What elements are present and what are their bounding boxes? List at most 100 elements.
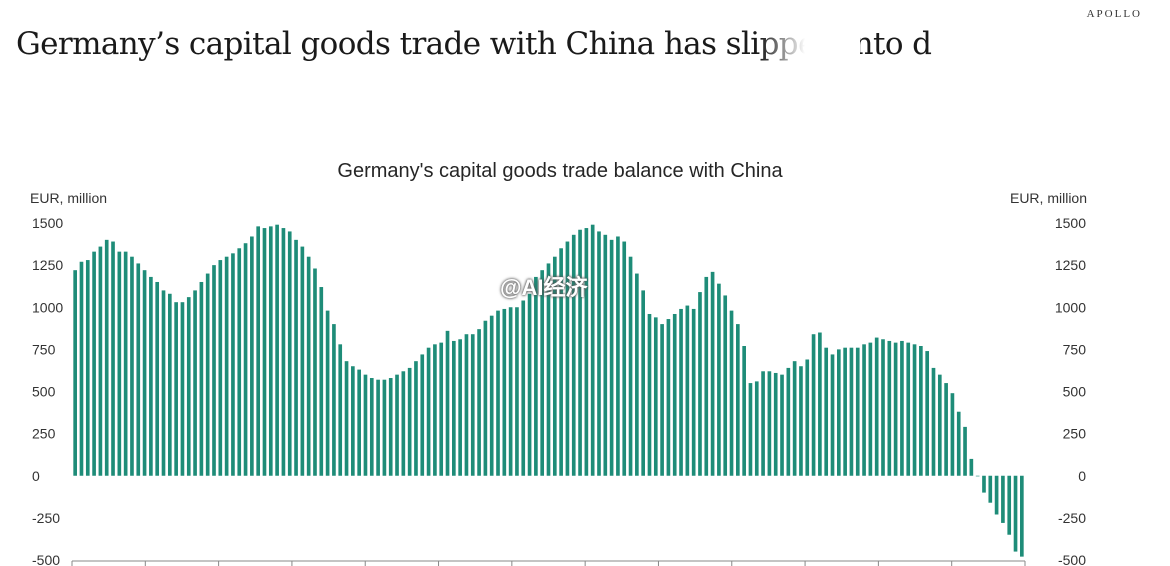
apollo-logo: APOLLO xyxy=(1086,8,1142,20)
bar xyxy=(792,361,797,476)
bar xyxy=(508,307,513,476)
bar xyxy=(426,347,431,476)
bar xyxy=(578,229,582,476)
bar xyxy=(685,305,690,476)
bar xyxy=(407,367,412,476)
bar xyxy=(489,315,494,476)
bar xyxy=(414,361,418,476)
bar xyxy=(1013,475,1018,552)
bar xyxy=(969,458,974,476)
bar xyxy=(849,347,854,476)
bar xyxy=(111,241,115,476)
bar xyxy=(294,239,298,476)
bar xyxy=(85,260,90,476)
bar xyxy=(622,241,627,476)
y-tick-label-right: 1250 xyxy=(1055,257,1086,273)
bar xyxy=(704,276,709,476)
bar xyxy=(761,371,765,476)
bar xyxy=(679,308,683,476)
bar xyxy=(218,260,223,476)
bar xyxy=(988,475,993,503)
bar xyxy=(666,319,671,476)
bar xyxy=(262,228,267,476)
bar xyxy=(780,374,784,476)
bar xyxy=(193,290,197,476)
bar xyxy=(944,383,948,476)
bar xyxy=(117,251,122,476)
headline-fade xyxy=(760,26,860,76)
bar xyxy=(874,337,879,476)
bar xyxy=(313,268,317,476)
bar xyxy=(231,253,235,476)
y-tick-label-right: 500 xyxy=(1063,384,1087,400)
bar xyxy=(281,228,286,476)
bar xyxy=(306,256,311,476)
bar xyxy=(723,295,728,476)
bar xyxy=(641,290,645,476)
bar xyxy=(754,381,759,476)
bar xyxy=(502,308,507,476)
bar xyxy=(546,263,551,476)
bar xyxy=(616,236,620,476)
y-tick-label-left: 500 xyxy=(32,384,56,400)
bar xyxy=(445,330,450,476)
bar xyxy=(805,359,810,476)
bar xyxy=(174,302,178,476)
bar xyxy=(590,224,595,476)
bar xyxy=(956,411,961,476)
bar xyxy=(584,228,589,476)
bar xyxy=(527,293,532,476)
bar xyxy=(534,276,538,476)
bar xyxy=(729,310,734,476)
bar xyxy=(647,313,652,476)
bar xyxy=(180,302,185,476)
bar xyxy=(420,354,425,476)
y-axis-left: 1500 1250 1000 750 500 250 0 -250 -500 xyxy=(32,215,63,566)
bar xyxy=(786,367,791,476)
y-tick-label-right: 1000 xyxy=(1055,299,1086,315)
bar xyxy=(452,340,456,476)
y-tick-label-left: 1500 xyxy=(32,215,63,231)
y-tick-label-right: 250 xyxy=(1063,426,1087,442)
bar xyxy=(571,234,576,476)
x-axis xyxy=(71,560,1026,566)
bar xyxy=(395,374,399,476)
bar xyxy=(698,292,702,476)
bar xyxy=(130,256,134,476)
bar xyxy=(155,281,160,476)
bar xyxy=(710,271,715,476)
bar xyxy=(552,256,557,476)
bar xyxy=(464,334,469,476)
y-axis-unit-right: EUR, million xyxy=(1009,190,1087,206)
bar xyxy=(401,371,406,476)
bar xyxy=(319,287,324,476)
bar xyxy=(811,334,816,476)
bar xyxy=(912,344,917,476)
bar xyxy=(439,342,444,476)
y-tick-label-right: 0 xyxy=(1078,468,1086,484)
bar xyxy=(515,307,519,476)
bar xyxy=(1007,475,1012,535)
bar xyxy=(717,283,721,476)
bar xyxy=(855,347,860,476)
bar xyxy=(1001,475,1005,523)
bar xyxy=(98,246,103,476)
bar xyxy=(369,378,374,476)
bar xyxy=(565,241,570,476)
bar xyxy=(496,310,500,476)
bar xyxy=(660,324,664,476)
y-tick-label-left: -250 xyxy=(32,510,60,526)
bar xyxy=(338,344,343,476)
bar xyxy=(635,273,639,476)
bar xyxy=(906,342,911,476)
bar xyxy=(843,347,847,476)
bar xyxy=(382,379,387,476)
y-tick-label-left: 250 xyxy=(32,426,56,442)
y-tick-label-left: -500 xyxy=(32,552,60,566)
bar xyxy=(799,366,803,476)
y-axis-unit-left: EUR, million xyxy=(30,190,108,206)
bar xyxy=(388,378,393,476)
bar xyxy=(597,231,601,476)
bar xyxy=(742,346,746,476)
